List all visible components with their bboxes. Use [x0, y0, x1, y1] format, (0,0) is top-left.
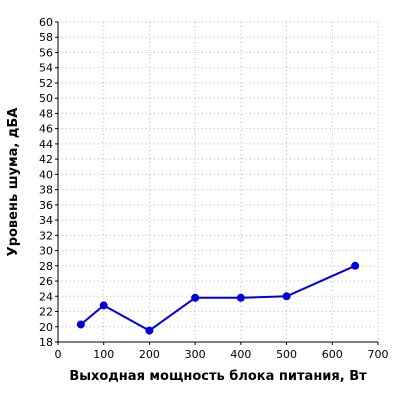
- x-tick-label: 400: [230, 348, 251, 361]
- y-tick-label: 30: [39, 245, 53, 258]
- x-axis-title: Выходная мощность блока питания, Вт: [69, 369, 367, 384]
- data-point: [99, 301, 108, 310]
- plot-area: [58, 22, 378, 342]
- y-tick-label: 24: [39, 290, 53, 303]
- y-tick-label: 54: [39, 62, 53, 75]
- y-tick-label: 22: [39, 306, 53, 319]
- x-tick-label: 500: [276, 348, 297, 361]
- y-tick-label: 42: [39, 153, 53, 166]
- y-tick-label: 32: [39, 229, 53, 242]
- y-tick-label: 44: [39, 138, 53, 151]
- ticks: 18 20 22 24 26 28 30 32 34 36 38 40 42 44 46 48 50 52 54 56…: [39, 16, 389, 361]
- grid: [58, 21, 379, 342]
- x-tick-label: 700: [368, 348, 389, 361]
- data-point: [351, 261, 360, 270]
- y-tick-label: 28: [39, 260, 53, 273]
- y-tick-label: 50: [39, 92, 53, 105]
- axes: [57, 22, 378, 343]
- y-tick-label: 56: [39, 46, 53, 59]
- y-tick-label: 58: [39, 31, 53, 44]
- x-tick-label: 300: [185, 348, 206, 361]
- data-point: [191, 293, 200, 302]
- x-tick-label: 600: [322, 348, 343, 361]
- data-point: [236, 293, 245, 302]
- x-tick-label: 0: [55, 348, 62, 361]
- data-point: [145, 326, 154, 335]
- y-tick-label: 38: [39, 184, 53, 197]
- y-tick-label: 46: [39, 123, 53, 136]
- y-tick-label: 36: [39, 199, 53, 212]
- data-point: [76, 320, 85, 329]
- y-tick-label: 40: [39, 168, 53, 181]
- x-tick-label: 200: [139, 348, 160, 361]
- y-tick-label: 34: [39, 214, 53, 227]
- y-tick-label: 52: [39, 77, 53, 90]
- y-axis-title: Уровень шума, дБА: [6, 108, 21, 257]
- data-point: [282, 292, 291, 301]
- x-tick-label: 100: [93, 348, 114, 361]
- series: [76, 261, 360, 335]
- y-tick-label: 18: [39, 336, 53, 349]
- y-tick-label: 60: [39, 16, 53, 29]
- y-tick-label: 48: [39, 107, 53, 120]
- y-tick-label: 20: [39, 321, 53, 334]
- y-tick-label: 26: [39, 275, 53, 288]
